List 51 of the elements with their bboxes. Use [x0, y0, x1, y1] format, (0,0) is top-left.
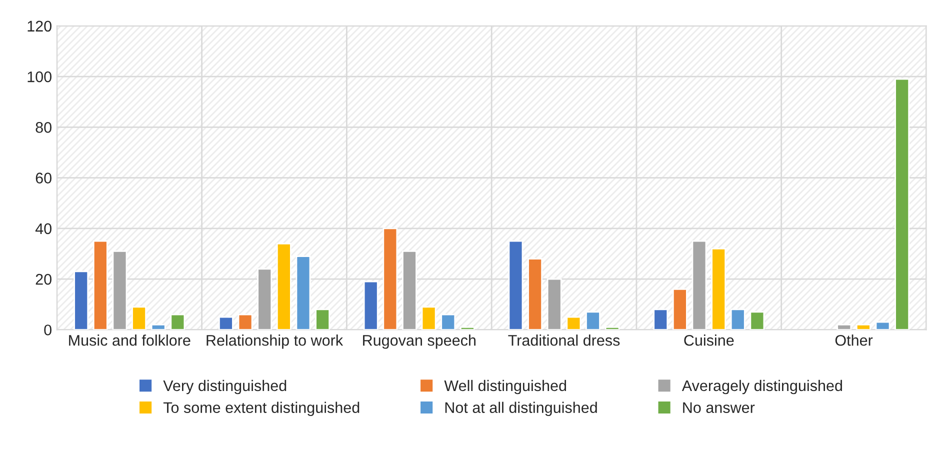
bar — [92, 240, 108, 330]
x-tick-label: Cuisine — [684, 334, 734, 346]
y-tick-label: 20 — [36, 274, 52, 285]
bar — [508, 240, 524, 330]
y-tick-label: 40 — [35, 223, 52, 234]
y-tick-label: 0 — [44, 324, 52, 336]
bar — [296, 256, 311, 330]
bar — [875, 321, 890, 330]
x-tick-label: Relationship to work — [206, 334, 344, 349]
legend-label: Averagely distinguished — [682, 380, 842, 394]
bar — [856, 324, 871, 330]
bar — [421, 306, 436, 330]
legend-label: No answer — [683, 402, 755, 414]
x-tick-label: Other — [835, 334, 873, 346]
bar — [238, 314, 253, 330]
bar — [170, 314, 186, 330]
bar — [460, 326, 475, 330]
bar — [315, 308, 330, 330]
bar — [546, 278, 562, 330]
bar — [604, 326, 620, 330]
bar — [894, 78, 910, 330]
bar — [257, 268, 272, 330]
x-tick-label: Traditional dress — [508, 334, 620, 346]
bar — [586, 311, 600, 330]
y-tick-label: 100 — [28, 71, 52, 82]
bar — [836, 324, 852, 330]
bar — [150, 324, 166, 330]
y-tick-label: 120 — [28, 20, 52, 32]
y-tick-label: 60 — [36, 172, 52, 184]
bar — [402, 250, 417, 330]
bar — [132, 306, 146, 330]
legend-label: Well distinguished — [444, 380, 566, 394]
bar — [750, 311, 765, 330]
x-tick-label: Rugovan speech — [363, 334, 476, 349]
bar — [692, 240, 707, 330]
bar — [382, 228, 398, 330]
bar — [566, 316, 582, 330]
bar — [730, 308, 746, 330]
x-tick-label: Music and folklore — [69, 334, 190, 346]
bar — [711, 248, 726, 330]
bar — [363, 280, 378, 330]
legend-label: To some extent distinguished — [163, 402, 360, 416]
bar — [528, 258, 542, 330]
legend-label: Very distinguished — [163, 380, 286, 394]
legend-label: Not at all distinguished — [445, 402, 597, 416]
bar — [112, 250, 128, 330]
y-tick-label: 80 — [36, 122, 52, 133]
bar — [218, 316, 234, 330]
bar — [74, 270, 89, 330]
bar — [276, 242, 292, 330]
bar — [440, 314, 456, 330]
